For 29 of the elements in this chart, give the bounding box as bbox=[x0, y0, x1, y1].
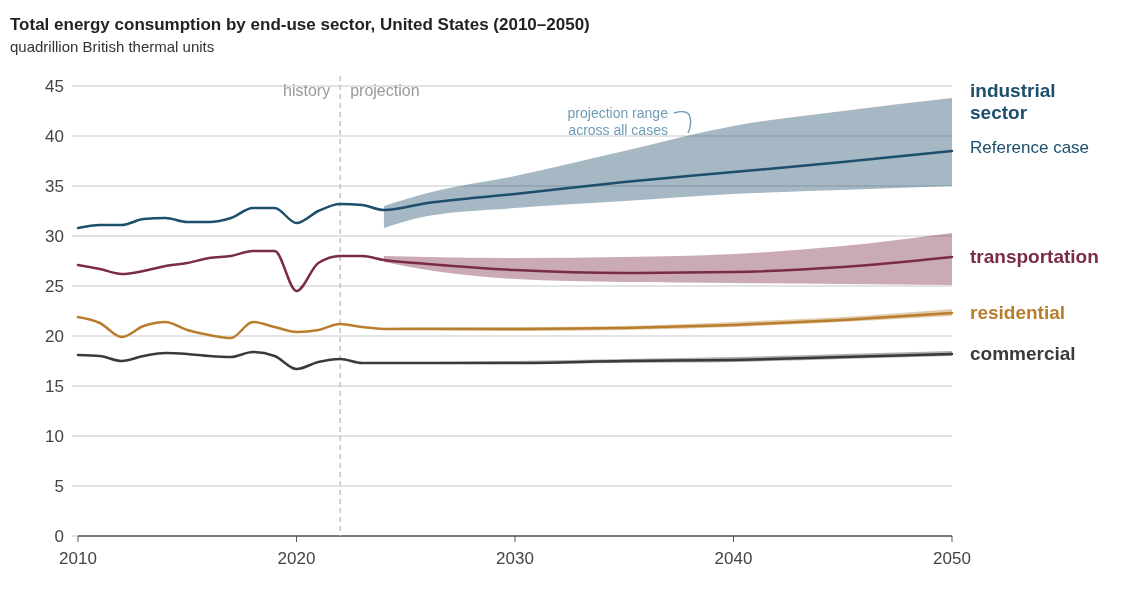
annotation: projection bbox=[350, 82, 420, 99]
text: Reference case bbox=[970, 138, 1090, 157]
y-tick-label: 25 bbox=[45, 277, 64, 296]
x-tick-label: 2050 bbox=[933, 549, 971, 568]
series-label: industrial sector bbox=[970, 80, 1056, 123]
x-tick-label: 2040 bbox=[714, 549, 753, 568]
y-tick-label: 40 bbox=[45, 127, 64, 146]
y-tick-label: 30 bbox=[45, 227, 64, 246]
series-label: commercial bbox=[970, 343, 1076, 364]
annotation: projection range across all cases bbox=[567, 105, 669, 138]
chart-subtitle: quadrillion British thermal units bbox=[10, 38, 215, 55]
line-series bbox=[76, 311, 954, 340]
y-tick-label: 10 bbox=[45, 427, 64, 446]
series-label: residential bbox=[970, 302, 1066, 323]
y-tick-label: 5 bbox=[54, 477, 64, 496]
annotation: history bbox=[283, 82, 331, 99]
y-tick-label: 45 bbox=[45, 77, 64, 96]
x-tick-label: 2010 bbox=[59, 549, 97, 568]
x-tick-label: 2030 bbox=[496, 549, 534, 568]
line-series bbox=[76, 350, 954, 371]
series-label: transportation bbox=[970, 246, 1099, 267]
y-tick-label: 0 bbox=[54, 527, 64, 546]
y-tick-label: 20 bbox=[45, 327, 64, 346]
x-tick-label: 2020 bbox=[277, 549, 316, 568]
chart-title: Total energy consumption by end-use sector, United States (2010–2050) bbox=[10, 15, 590, 34]
y-tick-label: 15 bbox=[45, 377, 64, 396]
line-series bbox=[76, 149, 954, 230]
line-series bbox=[76, 249, 954, 293]
y-tick-label: 35 bbox=[45, 177, 64, 196]
